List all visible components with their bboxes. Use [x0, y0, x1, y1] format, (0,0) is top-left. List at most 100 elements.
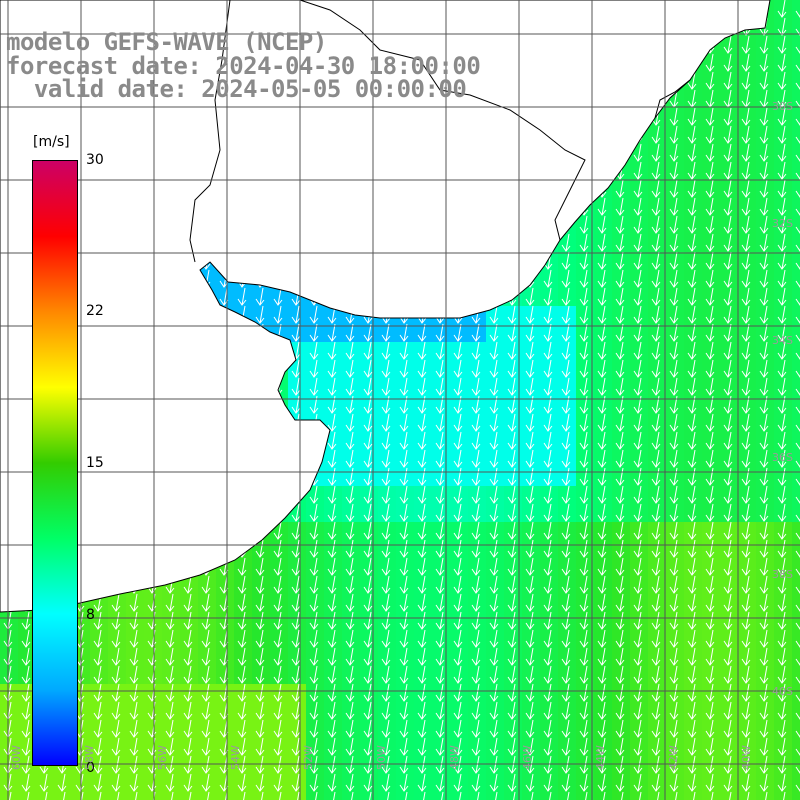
wind-arrow — [633, 179, 643, 198]
wind-arrow — [543, 341, 553, 360]
wind-arrow — [507, 701, 517, 720]
wind-arrow — [741, 575, 751, 594]
wind-cell — [792, 360, 800, 378]
wind-arrow — [561, 449, 571, 468]
wind-arrow — [615, 449, 625, 468]
wind-cell — [792, 342, 800, 360]
wind-arrow — [165, 701, 175, 720]
wind-arrow — [291, 521, 301, 540]
wind-arrow — [579, 251, 589, 270]
wind-arrow — [705, 71, 715, 90]
wind-arrow — [363, 665, 373, 684]
wind-arrow — [255, 287, 265, 306]
wind-arrow — [453, 647, 463, 666]
wind-arrow — [21, 647, 31, 666]
wind-arrow — [345, 593, 355, 612]
wind-arrow — [759, 629, 769, 648]
wind-arrow — [741, 305, 751, 324]
wind-arrow — [507, 611, 517, 630]
wind-cell — [792, 396, 800, 414]
wind-cell — [666, 792, 684, 800]
wind-arrow — [399, 503, 409, 522]
wind-arrow — [795, 712, 800, 720]
wind-arrow — [777, 629, 787, 648]
wind-arrow — [615, 539, 625, 558]
wind-arrow — [795, 730, 800, 738]
wind-arrow — [399, 413, 409, 432]
wind-arrow — [651, 467, 661, 486]
wind-cell — [792, 108, 800, 126]
wind-arrow — [489, 377, 499, 396]
wind-arrow — [687, 647, 697, 666]
wind-arrow — [345, 503, 355, 522]
wind-arrow — [129, 611, 139, 630]
wind-arrow — [777, 269, 787, 288]
wind-arrow — [381, 413, 391, 432]
wind-arrow — [633, 251, 643, 270]
wind-arrow — [579, 323, 589, 342]
wind-arrow — [363, 557, 373, 576]
wind-arrow — [381, 449, 391, 468]
wind-arrow — [777, 593, 787, 612]
wind-arrow — [687, 413, 697, 432]
wind-arrow — [579, 539, 589, 558]
wind-arrow — [507, 305, 517, 324]
wind-arrow — [651, 341, 661, 360]
wind-arrow — [615, 665, 625, 684]
wind-cell — [36, 792, 54, 800]
wind-cell — [792, 486, 800, 504]
wind-arrow — [435, 611, 445, 630]
wind-arrow — [309, 719, 319, 738]
wind-arrow — [777, 179, 787, 198]
wind-arrow — [687, 359, 697, 378]
wind-arrow — [525, 701, 535, 720]
wind-arrow — [489, 485, 499, 504]
wind-cell — [792, 450, 800, 468]
wind-arrow — [669, 161, 679, 180]
wind-arrow — [525, 323, 535, 342]
wind-arrow — [435, 593, 445, 612]
wind-arrow — [795, 658, 800, 666]
wind-arrow — [705, 215, 715, 234]
wind-arrow — [615, 341, 625, 360]
wind-cell — [792, 576, 800, 594]
wind-arrow — [399, 647, 409, 666]
wind-arrow — [669, 287, 679, 306]
wind-arrow — [615, 179, 625, 198]
wind-cell — [486, 792, 504, 800]
wind-arrow — [687, 701, 697, 720]
wind-arrow — [795, 388, 800, 396]
wind-cell — [792, 72, 800, 90]
wind-arrow — [525, 305, 535, 324]
wind-arrow — [741, 197, 751, 216]
wind-arrow — [705, 233, 715, 252]
wind-arrow — [579, 287, 589, 306]
wind-arrow — [453, 611, 463, 630]
wind-arrow — [597, 341, 607, 360]
wind-arrow — [777, 161, 787, 180]
wind-arrow — [759, 701, 769, 720]
wind-arrow — [381, 377, 391, 396]
wind-arrow — [615, 251, 625, 270]
wind-arrow — [597, 485, 607, 504]
wind-arrow — [615, 305, 625, 324]
wind-arrow — [633, 575, 643, 594]
wind-arrow — [237, 575, 247, 594]
wind-arrow — [705, 503, 715, 522]
wind-cell — [792, 306, 800, 324]
wind-arrow — [723, 251, 733, 270]
wind-arrow — [183, 629, 193, 648]
wind-arrow — [741, 431, 751, 450]
wind-arrow — [507, 593, 517, 612]
wind-arrow — [507, 503, 517, 522]
wind-arrow — [705, 521, 715, 540]
wind-arrow — [633, 701, 643, 720]
wind-arrow — [705, 719, 715, 738]
wind-cell — [792, 288, 800, 306]
wind-arrow — [597, 539, 607, 558]
wind-cell — [288, 792, 306, 800]
wind-arrow — [651, 233, 661, 252]
wind-arrow — [561, 359, 571, 378]
wind-arrow — [651, 611, 661, 630]
wind-cell — [792, 684, 800, 702]
